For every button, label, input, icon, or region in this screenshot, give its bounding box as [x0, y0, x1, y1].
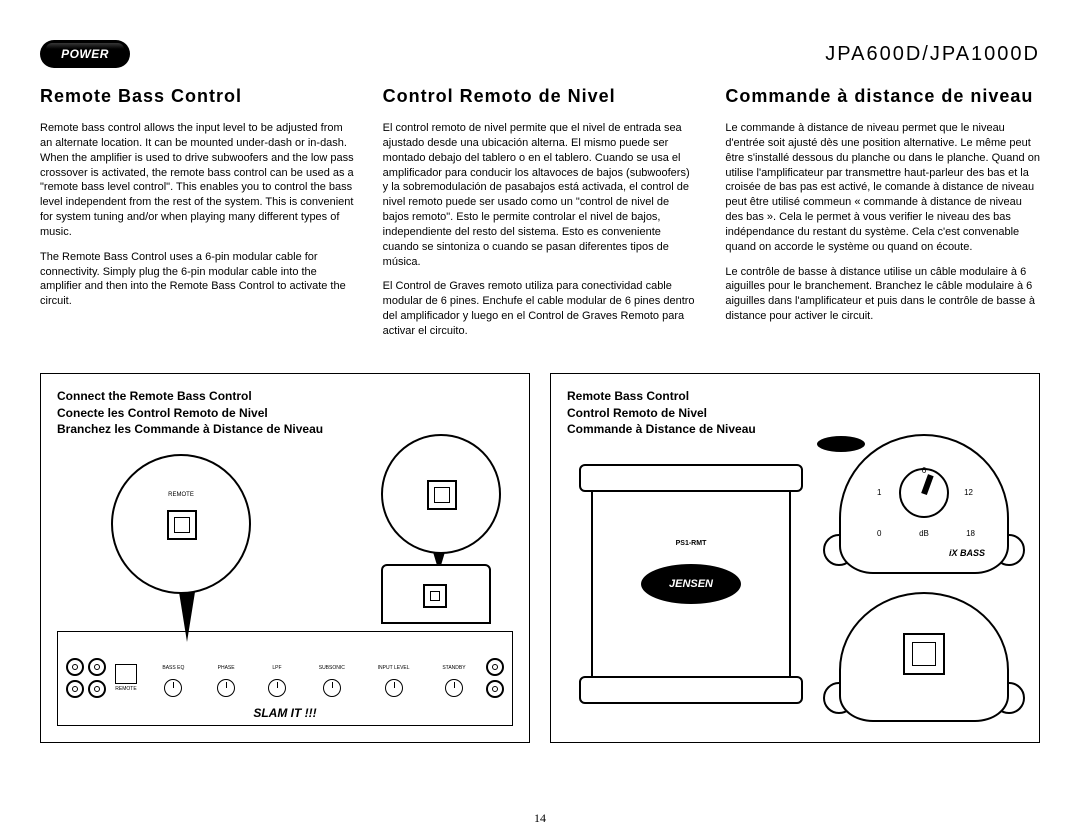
dial-1: 1: [877, 488, 881, 497]
rca-jack: [88, 658, 106, 676]
rca-jack: [66, 680, 84, 698]
amp-remote-group: REMOTE: [110, 664, 142, 692]
magnify-rj-plug: [381, 434, 501, 554]
para-en-1: Remote bass control allows the input lev…: [40, 121, 355, 240]
dial-6: 6: [922, 466, 926, 475]
heading-es: Control Remoto de Nivel: [383, 86, 698, 107]
knob-lpf: LPF: [268, 665, 286, 697]
rca-jack: [66, 658, 84, 676]
knob-bass-eq: BASS EQ: [162, 665, 184, 697]
para-es-1: El control remoto de nivel permite que e…: [383, 121, 698, 269]
knob-input-level: INPUT LEVEL: [378, 665, 410, 697]
diagram-row: Connect the Remote Bass Control Conecte …: [40, 373, 1040, 743]
rj-port-small-icon: [423, 584, 447, 608]
ixbass-label: iX BASS: [949, 548, 985, 558]
model-number: JPA600D/JPA1000D: [825, 43, 1040, 66]
column-english: Remote Bass Control Remote bass control …: [40, 86, 355, 349]
jensen-logo: JENSEN: [641, 564, 741, 604]
text-columns: Remote Bass Control Remote bass control …: [40, 86, 1040, 349]
knob-standby: STANDBY: [442, 665, 465, 697]
dial-knob-icon: [899, 468, 949, 518]
port-body: [839, 592, 1009, 722]
remote-dial-back: [839, 592, 1009, 722]
magnify-remote-port: REMOTE: [111, 454, 251, 594]
jensen-small-logo: [817, 436, 865, 452]
power-logo: POWER: [40, 40, 130, 68]
diagram-left: Connect the Remote Bass Control Conecte …: [40, 373, 530, 743]
dial-12: 12: [964, 488, 973, 497]
knob-phase: PHASE: [217, 665, 235, 697]
dial-0: 0: [877, 529, 881, 538]
para-es-2: El Control de Graves remoto utiliza para…: [383, 279, 698, 338]
left-label-es: Conecte les Control Remoto de Nivel: [57, 405, 513, 422]
ps1-rmt-label: PS1-RMT: [593, 540, 789, 547]
left-label-en: Connect the Remote Bass Control: [57, 388, 513, 405]
amp-remote-label: REMOTE: [115, 686, 136, 692]
logo-text: POWER: [61, 47, 109, 61]
right-labels: Remote Bass Control Control Remoto de Ni…: [567, 388, 1023, 438]
amplifier-top-view: PS1-RMT JENSEN: [591, 474, 791, 694]
rca-left-in-2: [88, 658, 106, 698]
rj-port-icon: [167, 510, 197, 540]
heading-fr: Commande à distance de niveau: [725, 86, 1040, 107]
rj-port-back-icon: [903, 633, 945, 675]
para-fr-1: Le commande à distance de niveau permet …: [725, 121, 1040, 255]
slam-it-text: SLAM IT !!!: [41, 706, 529, 720]
column-spanish: Control Remoto de Nivel El control remot…: [383, 86, 698, 349]
page-header: POWER JPA600D/JPA1000D: [40, 40, 1040, 68]
rca-jack: [486, 658, 504, 676]
remote-device-small: [381, 564, 491, 624]
rj-plug-icon: [427, 480, 457, 510]
column-french: Commande à distance de niveau Le command…: [725, 86, 1040, 349]
dial-18: 18: [966, 529, 975, 538]
amp-knob-row: BASS EQ PHASE LPF SUBSONIC INPUT LEVEL S…: [146, 659, 482, 697]
right-label-en: Remote Bass Control: [567, 388, 1023, 405]
rca-right-out: [486, 658, 504, 698]
remote-label: REMOTE: [113, 492, 249, 498]
remote-dial-front: 0 1 6 12 18 dB iX BASS: [839, 434, 1009, 574]
para-fr-2: Le contrôle de basse à distance utilise …: [725, 265, 1040, 324]
rca-jack: [88, 680, 106, 698]
rca-left-in: [66, 658, 84, 698]
dial-db: dB: [919, 529, 929, 538]
para-en-2: The Remote Bass Control uses a 6-pin mod…: [40, 250, 355, 309]
right-label-es: Control Remoto de Nivel: [567, 405, 1023, 422]
page-number: 14: [0, 811, 1080, 826]
heading-en: Remote Bass Control: [40, 86, 355, 107]
rca-jack: [486, 680, 504, 698]
knob-subsonic: SUBSONIC: [319, 665, 345, 697]
left-labels: Connect the Remote Bass Control Conecte …: [57, 388, 513, 438]
amp-remote-port-icon: [115, 664, 137, 684]
dial-body: 0 1 6 12 18 dB iX BASS: [839, 434, 1009, 574]
diagram-right: Remote Bass Control Control Remoto de Ni…: [550, 373, 1040, 743]
